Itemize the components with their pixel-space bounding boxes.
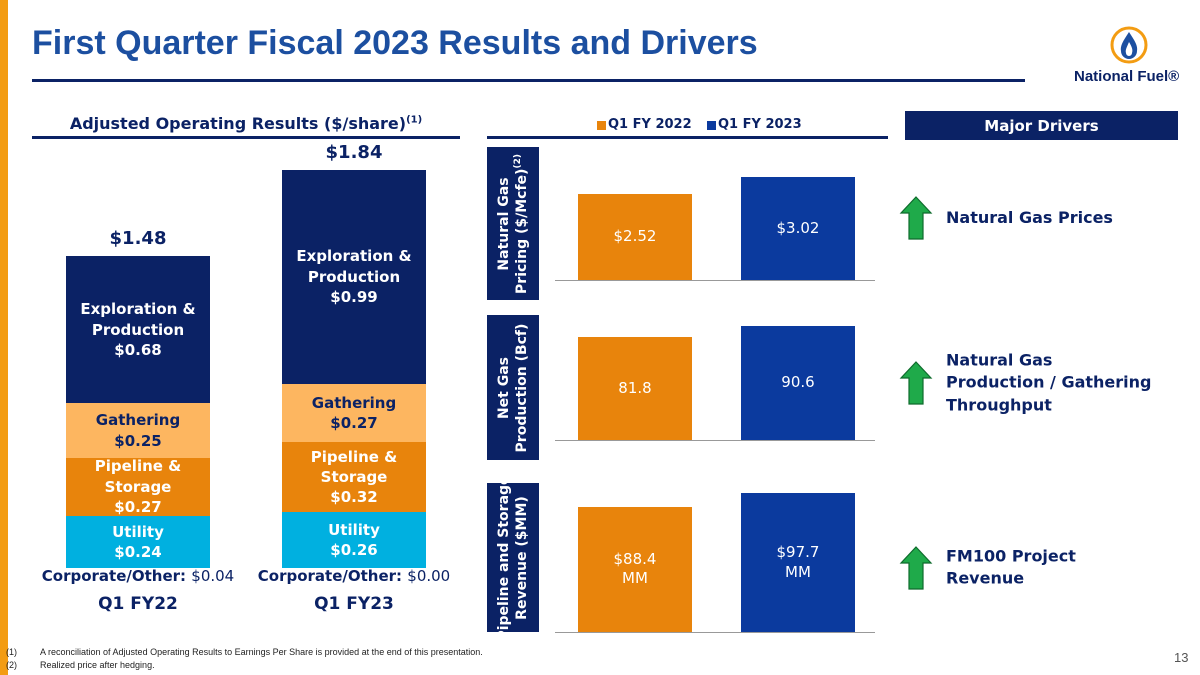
segment-value: $0.26 — [330, 540, 378, 559]
legend-label: Q1 FY 2023 — [718, 117, 802, 132]
value-label: 81.8 — [618, 378, 652, 397]
chart-title-note: (1) — [406, 114, 423, 126]
bar — [578, 194, 692, 280]
chart-title: Adjusted Operating Results ($/share)(1) — [32, 114, 460, 133]
slide-title: First Quarter Fiscal 2023 Results and Dr… — [32, 24, 758, 62]
driver-text: Natural Gas Prices — [946, 207, 1113, 227]
legend-swatch — [597, 121, 606, 130]
left-rule — [32, 136, 460, 139]
up-arrow — [899, 196, 933, 240]
chart-title-text: Adjusted Operating Results ($/share) — [69, 114, 407, 133]
bar-segment: Gathering $0.25 — [66, 403, 210, 458]
y-label-text: Pipeline and Storage Revenue ($MM) — [495, 474, 530, 641]
driver-text: Natural Gas Production / Gathering Throu… — [946, 350, 1152, 415]
y-axis-label: Net Gas Production (Bcf) — [495, 315, 531, 460]
footnote-marker: (2) — [6, 660, 17, 670]
y-axis-label: Natural Gas Pricing ($/Mcfe)(2) — [495, 147, 531, 300]
legend-swatch — [707, 121, 716, 130]
bar-segment: Pipeline & Storage $0.27 — [66, 457, 210, 517]
axis-line — [555, 632, 875, 633]
category-label: Q1 FY23 — [314, 594, 394, 614]
other-colon: : — [396, 567, 408, 585]
bar-segment: Gathering $0.27 — [282, 383, 426, 443]
other-name: Corporate/Other — [257, 567, 397, 585]
logo-icon — [1110, 26, 1148, 64]
side-strip — [0, 0, 8, 675]
other-value: $0.04 — [191, 567, 235, 585]
bar — [578, 506, 692, 632]
value-label: $88.4 MM — [613, 549, 657, 588]
other-row: Corporate/Other: $0.04 — [36, 567, 240, 585]
y-axis-label-box: Natural Gas Pricing ($/Mcfe)(2) — [487, 147, 539, 300]
bar — [578, 336, 692, 440]
footnote-text: Realized price after hedging. — [40, 660, 155, 670]
right-rule — [487, 136, 888, 139]
y-label-text: Net Gas Production (Bcf) — [495, 323, 530, 452]
other-colon: : — [180, 567, 192, 585]
y-axis-label: Pipeline and Storage Revenue ($MM) — [495, 473, 531, 642]
bar-segment: Utility $0.24 — [66, 516, 210, 568]
value-label: $2.52 — [613, 227, 657, 246]
segment-value: $0.25 — [114, 431, 162, 450]
segment-name: Exploration & Production — [80, 300, 196, 339]
other-name: Corporate/Other — [41, 567, 181, 585]
segment-value: $0.99 — [330, 287, 378, 306]
bar — [741, 177, 855, 280]
segment-value: $0.27 — [330, 414, 378, 433]
y-axis-label-box: Pipeline and Storage Revenue ($MM) — [487, 475, 539, 640]
segment-value: $0.27 — [114, 497, 162, 516]
bar-segment: Exploration & Production $0.68 — [66, 256, 210, 404]
y-axis-label-box: Net Gas Production (Bcf) — [487, 315, 539, 460]
bar-segment: Pipeline & Storage $0.32 — [282, 442, 426, 512]
segment-name: Pipeline & Storage — [310, 447, 398, 486]
other-value: $0.00 — [407, 567, 451, 585]
segment-value: $0.32 — [330, 488, 378, 507]
segment-name: Utility — [112, 522, 164, 541]
logo-text: National Fuel® — [1074, 68, 1180, 85]
title-rule — [32, 79, 1025, 82]
segment-name: Pipeline & Storage — [94, 457, 182, 496]
drivers-header: Major Drivers — [905, 111, 1178, 140]
up-arrow — [899, 546, 933, 590]
segment-value: $0.68 — [114, 340, 162, 359]
segment-name: Gathering — [311, 393, 397, 412]
total-label: $1.84 — [325, 141, 383, 163]
category-label: Q1 FY22 — [98, 594, 178, 614]
other-row: Corporate/Other: $0.00 — [252, 567, 456, 585]
segment-name: Exploration & Production — [296, 247, 412, 286]
segment-name: Utility — [328, 520, 380, 539]
value-label: $3.02 — [776, 218, 820, 237]
bar-segment: Exploration & Production $0.99 — [282, 169, 426, 384]
value-label: 90.6 — [781, 373, 815, 392]
total-label: $1.48 — [109, 228, 167, 250]
driver-text: FM100 Project Revenue — [946, 546, 1076, 588]
footnote-text: A reconciliation of Adjusted Operating R… — [40, 647, 483, 657]
bar — [741, 325, 855, 440]
value-label: $97.7 MM — [776, 543, 820, 581]
axis-line — [555, 280, 875, 281]
legend-label: Q1 FY 2022 — [608, 117, 692, 132]
page-number: 13 — [1174, 650, 1189, 665]
y-label-note: (2) — [513, 153, 524, 169]
axis-line — [555, 440, 875, 441]
footnote-marker: (1) — [6, 647, 17, 657]
y-label-text: Natural Gas Pricing ($/Mcfe) — [495, 168, 530, 294]
bar-segment: Utility $0.26 — [282, 511, 426, 568]
up-arrow — [899, 361, 933, 405]
segment-value: $0.24 — [114, 543, 162, 561]
segment-name: Gathering — [95, 411, 181, 430]
bar — [741, 493, 855, 632]
